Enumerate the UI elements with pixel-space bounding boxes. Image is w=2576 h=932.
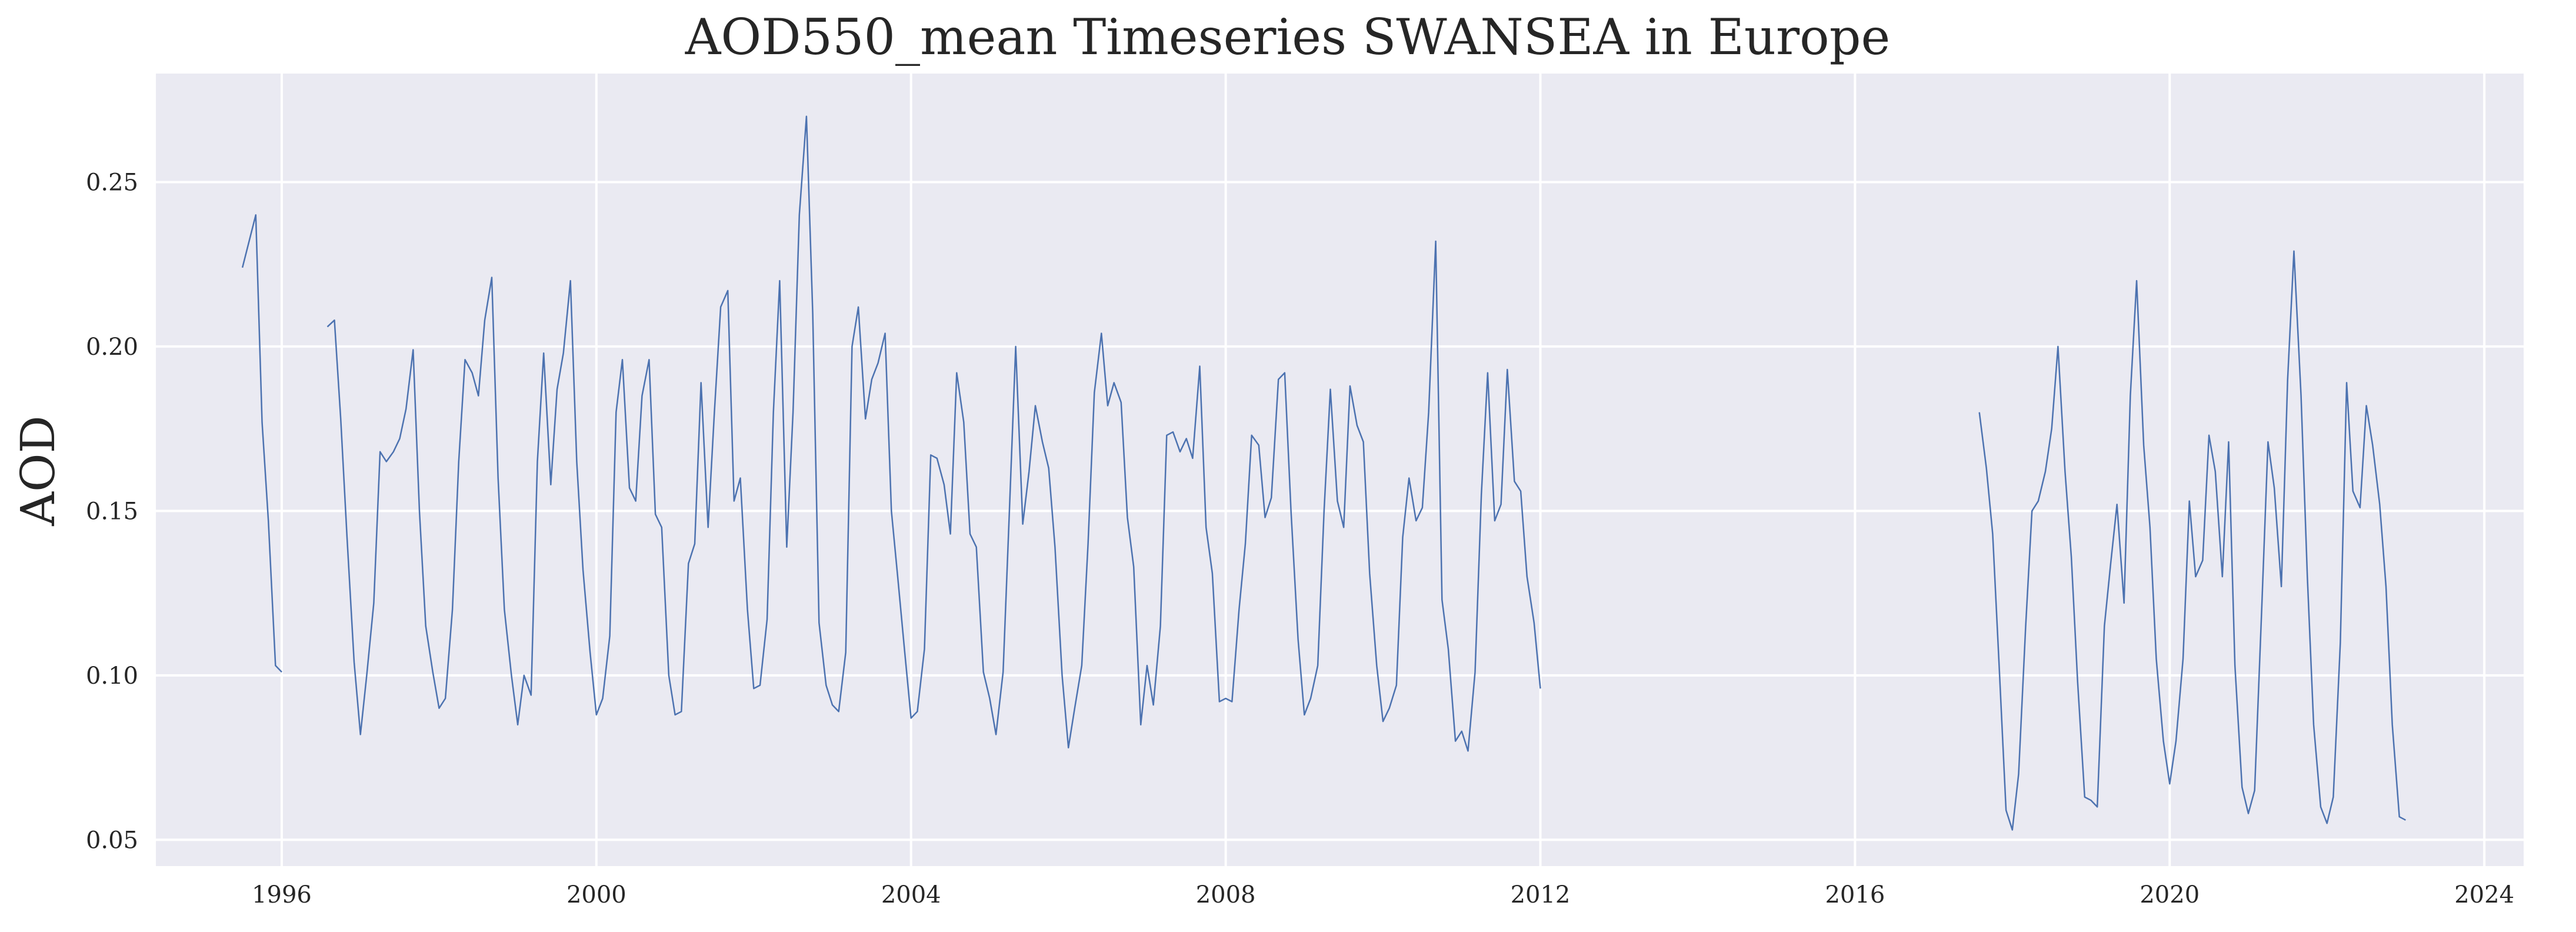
x-tick-label: 2000 [566, 881, 626, 908]
x-tick-label: 2004 [881, 881, 941, 908]
y-tick-label: 0.15 [86, 498, 138, 525]
y-tick-label: 0.10 [86, 663, 138, 690]
grid [156, 74, 2524, 866]
x-tick-label: 2020 [2140, 881, 2200, 908]
x-tick-label: 1996 [252, 881, 312, 908]
x-tick-label: 2016 [1825, 881, 1885, 908]
aod-series-line [326, 115, 1541, 752]
y-tick-label: 0.05 [86, 827, 138, 854]
x-tick-label: 2012 [1511, 881, 1571, 908]
x-tick-label: 2008 [1196, 881, 1256, 908]
y-axis-label: AOD [11, 415, 65, 527]
y-tick-label: 0.20 [86, 334, 138, 361]
plot-area [156, 74, 2524, 866]
y-tick-label: 0.25 [86, 169, 138, 196]
tick-labels: 1996 2000 2004 2008 2012 2016 2020 2024 0.05 0.10… [86, 169, 2514, 908]
chart-title: AOD550_mean Timeseries SWANSEA in Europe [685, 8, 1890, 66]
aod-series-line [1978, 250, 2406, 831]
aod-series-line [241, 214, 282, 673]
series-layer [241, 115, 2406, 831]
x-tick-label: 2024 [2454, 881, 2514, 908]
